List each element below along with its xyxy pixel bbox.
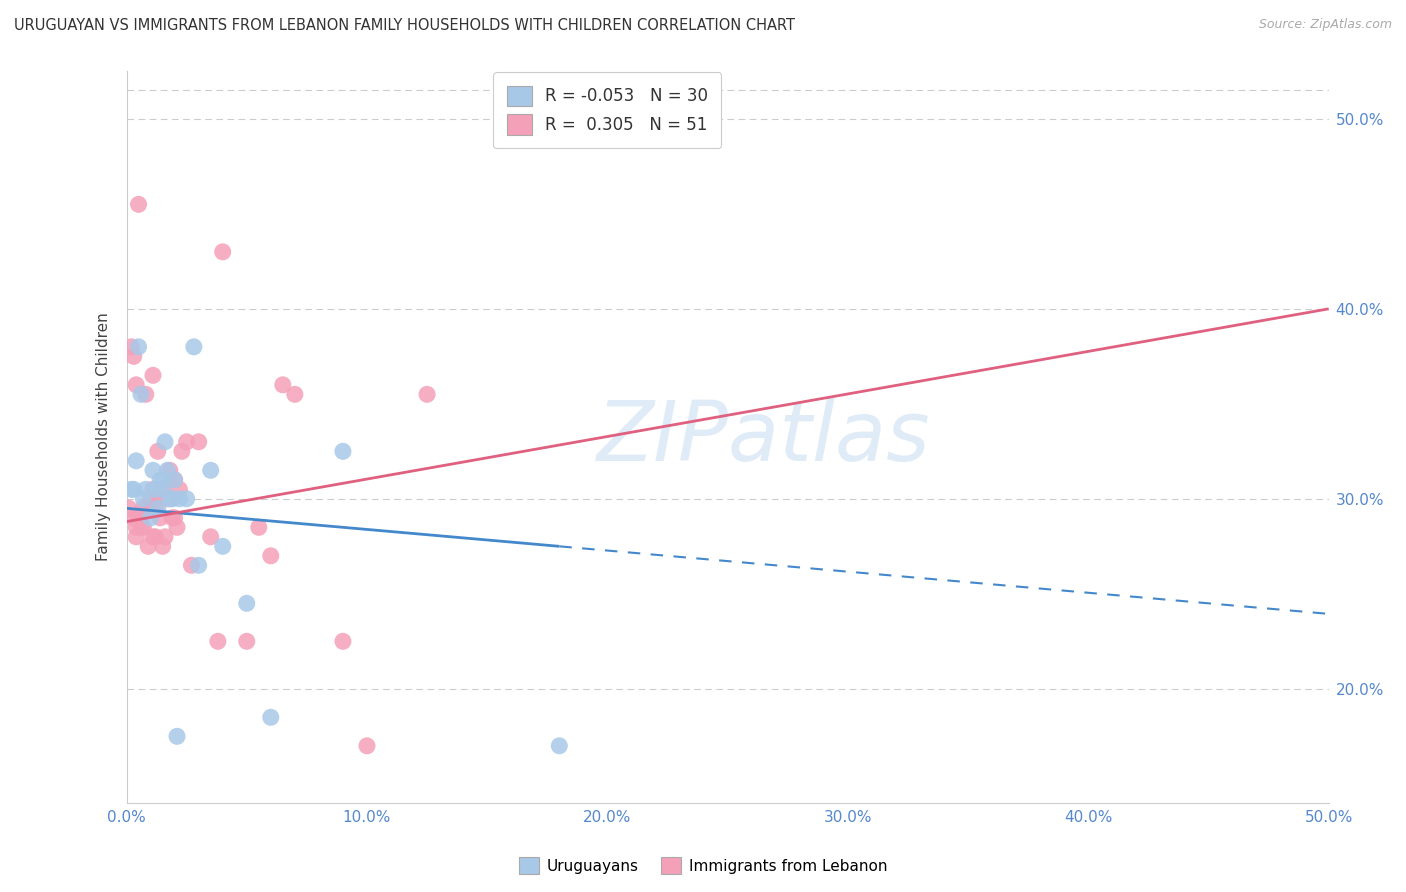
Point <box>260 710 283 724</box>
Point <box>152 473 174 487</box>
Point <box>207 634 229 648</box>
Point <box>146 444 169 458</box>
Point <box>260 549 283 563</box>
Point <box>284 387 307 401</box>
Point <box>145 501 167 516</box>
Point <box>146 491 169 506</box>
Point <box>153 434 176 449</box>
Point <box>332 444 354 458</box>
Point <box>118 501 141 516</box>
Point <box>187 434 209 449</box>
Point <box>176 491 198 506</box>
Point <box>200 463 222 477</box>
Point <box>125 377 148 392</box>
Point <box>139 491 162 506</box>
Point <box>142 463 165 477</box>
Point <box>120 483 142 497</box>
Point <box>132 491 155 506</box>
Point <box>142 530 165 544</box>
Y-axis label: Family Households with Children: Family Households with Children <box>96 313 111 561</box>
Point <box>122 349 145 363</box>
Text: Source: ZipAtlas.com: Source: ZipAtlas.com <box>1258 18 1392 31</box>
Point <box>183 340 205 354</box>
Point <box>135 501 157 516</box>
Point <box>169 491 191 506</box>
Point <box>152 539 174 553</box>
Point <box>129 511 152 525</box>
Point <box>200 530 222 544</box>
Point <box>139 511 162 525</box>
Point <box>211 539 233 553</box>
Point <box>142 483 165 497</box>
Point <box>332 634 354 648</box>
Point <box>416 387 439 401</box>
Point <box>180 558 202 573</box>
Point <box>356 739 378 753</box>
Point <box>129 387 152 401</box>
Point <box>271 377 294 392</box>
Point <box>211 244 233 259</box>
Point <box>169 483 191 497</box>
Point <box>156 491 179 506</box>
Legend: Uruguayans, Immigrants from Lebanon: Uruguayans, Immigrants from Lebanon <box>513 851 893 880</box>
Point <box>149 473 172 487</box>
Point <box>146 501 169 516</box>
Point <box>128 340 150 354</box>
Point <box>128 197 150 211</box>
Point <box>548 739 571 753</box>
Point <box>160 491 183 506</box>
Text: URUGUAYAN VS IMMIGRANTS FROM LEBANON FAMILY HOUSEHOLDS WITH CHILDREN CORRELATION: URUGUAYAN VS IMMIGRANTS FROM LEBANON FAM… <box>14 18 794 33</box>
Point <box>187 558 209 573</box>
Point <box>159 491 181 506</box>
Point <box>125 520 148 534</box>
Point <box>135 483 157 497</box>
Point <box>159 463 181 477</box>
Point <box>166 729 188 743</box>
Point <box>145 483 167 497</box>
Point <box>170 444 193 458</box>
Point <box>156 463 179 477</box>
Point <box>122 511 145 525</box>
Point <box>132 501 155 516</box>
Point <box>125 454 148 468</box>
Point <box>163 511 186 525</box>
Point <box>247 520 270 534</box>
Point <box>235 634 259 648</box>
Point <box>163 473 186 487</box>
Point <box>152 483 174 497</box>
Legend: R = -0.053   N = 30, R =  0.305   N = 51: R = -0.053 N = 30, R = 0.305 N = 51 <box>494 72 721 148</box>
Point <box>136 539 159 553</box>
Point <box>145 530 167 544</box>
Point <box>176 434 198 449</box>
Point <box>166 520 188 534</box>
Point <box>153 530 176 544</box>
Point <box>128 511 150 525</box>
Point <box>152 483 174 497</box>
Point <box>160 511 183 525</box>
Point <box>163 473 186 487</box>
Point <box>135 387 157 401</box>
Text: ZIPatlas: ZIPatlas <box>598 397 931 477</box>
Point <box>122 483 145 497</box>
Point <box>235 596 259 610</box>
Point <box>139 501 162 516</box>
Point <box>120 340 142 354</box>
Point <box>125 530 148 544</box>
Point <box>142 368 165 383</box>
Point <box>132 520 155 534</box>
Point <box>129 520 152 534</box>
Point <box>149 511 172 525</box>
